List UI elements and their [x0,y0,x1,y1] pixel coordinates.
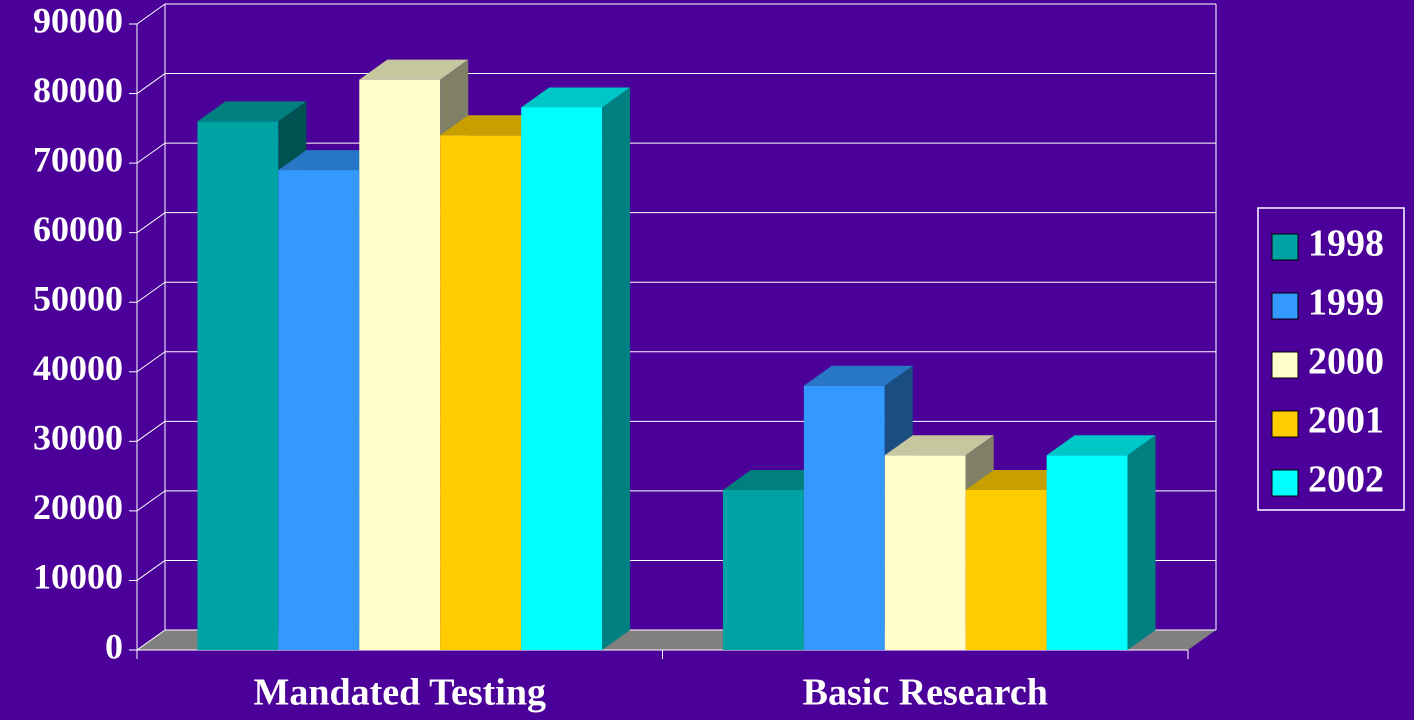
y-tick-label: 90000 [33,0,123,40]
bar [440,135,522,651]
x-tick-label: Basic Research [803,672,1048,714]
grid-line-side [136,212,166,234]
bar [722,490,804,650]
bar [521,107,603,650]
legend-box [1257,207,1405,511]
bar [359,79,441,650]
bar-top [884,435,994,456]
grid-line-side [136,351,166,373]
bar-top [359,59,469,80]
y-tick-label: 0 [105,626,123,666]
grid-line-side [136,629,166,651]
y-tick-label: 50000 [33,278,123,318]
bar [278,170,360,651]
y-tick-label: 30000 [33,418,123,458]
grid-line-side [136,3,166,25]
grid-line-side [136,142,166,164]
bar [965,490,1047,650]
bar-side [1127,435,1156,650]
bar [803,385,885,650]
legend-label: 1999 [1308,282,1384,324]
y-tick-label: 10000 [33,557,123,597]
legend-swatch [1271,351,1299,379]
x-tick-label: Mandated Testing [254,672,546,714]
bar-top [1046,435,1156,456]
grid-line-side [136,560,166,581]
bar-top [197,101,307,122]
legend-label: 2000 [1308,341,1384,383]
grid-line-side [136,490,166,512]
bar-top [803,365,913,386]
bar [197,121,279,650]
legend-swatch [1271,292,1299,320]
y-tick-label: 40000 [33,348,123,388]
y-tick-label: 20000 [33,487,123,527]
y-tick-label: 70000 [33,139,123,179]
legend-swatch [1271,469,1299,497]
legend-label: 2001 [1308,400,1384,442]
legend-label: 1998 [1308,223,1384,265]
legend-label: 2002 [1308,459,1384,501]
legend-swatch [1271,410,1299,438]
y-tick-label: 80000 [33,70,123,110]
grid-line-side [136,73,166,94]
bar-top [521,87,631,108]
y-tick-label: 60000 [33,209,123,249]
legend-swatch [1271,233,1299,261]
grid-line-side [136,420,166,442]
bar-side [602,87,631,650]
bar [884,455,966,650]
grid-line-side [136,281,166,303]
bar [1046,455,1128,650]
